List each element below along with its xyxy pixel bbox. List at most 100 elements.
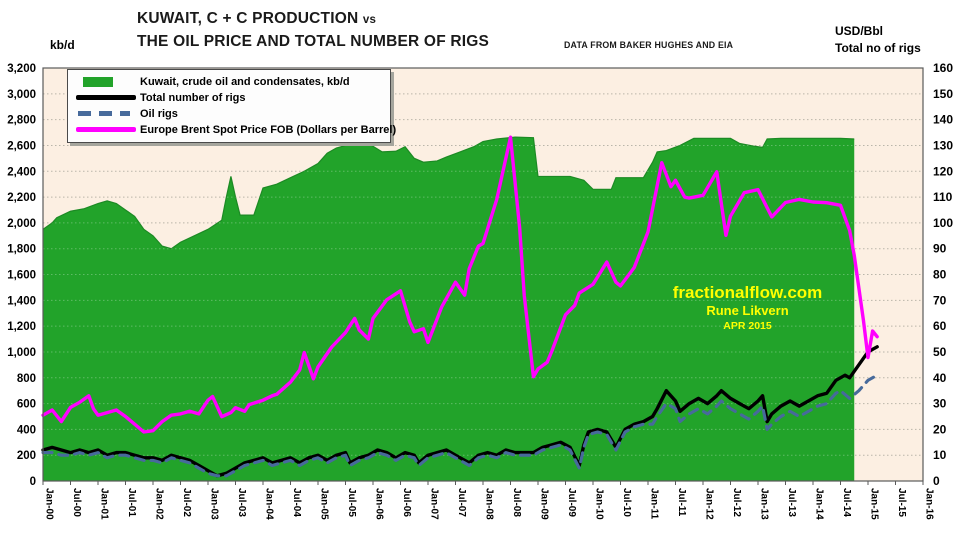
right-axis-tick-label: 60 xyxy=(933,319,947,333)
left-axis-tick-label: 800 xyxy=(17,373,36,385)
legend-item: Total number of rigs xyxy=(74,90,384,105)
legend-swatch xyxy=(74,127,140,132)
watermark-site: fractionalflow.com xyxy=(672,283,823,302)
left-axis-tick-label: 400 xyxy=(17,424,36,436)
x-axis-tick-label: Jul-02 xyxy=(181,488,192,517)
left-axis-tick-label: 2,200 xyxy=(7,192,36,204)
legend-item: Oil rigs xyxy=(74,106,384,121)
x-axis-tick-label: Jan-03 xyxy=(209,488,220,520)
x-axis-tick-label: Jan-04 xyxy=(264,488,275,520)
right-axis-tick-label: 150 xyxy=(933,87,953,101)
x-axis-tick-label: Jul-11 xyxy=(676,488,687,517)
x-axis-tick-label: Jan-05 xyxy=(319,488,330,520)
x-axis-tick-label: Jan-00 xyxy=(44,488,55,520)
right-axis-tick-label: 80 xyxy=(933,268,947,282)
right-axis-tick-label: 20 xyxy=(933,422,947,436)
title-line-2: THE OIL PRICE AND TOTAL NUMBER OF RIGS xyxy=(137,33,490,50)
legend-swatch xyxy=(74,76,140,87)
legend: Kuwait, crude oil and condensates, kb/d T… xyxy=(67,69,396,143)
gridlines-over-area xyxy=(43,144,855,456)
x-axis-tick-label: Jul-00 xyxy=(71,488,82,517)
legend-item: Europe Brent Spot Price FOB (Dollars per… xyxy=(74,122,396,137)
legend-swatch xyxy=(74,95,140,100)
right-axis-tick-label: 110 xyxy=(933,190,953,204)
x-axis-tick-label: Jan-13 xyxy=(759,488,770,520)
oil-rigs-line xyxy=(41,373,879,478)
x-axis-tick-label: Jul-05 xyxy=(346,488,357,517)
x-axis-tick-label: Jul-15 xyxy=(896,488,907,517)
left-axis-tick-label: 1,400 xyxy=(7,295,36,307)
source-note: DATA FROM BAKER HUGHES AND EIA xyxy=(564,40,734,50)
x-axis-ticks: Jan-00 Jul-00 Jan-01 Jul-01 Jan-02 Jul-02 Jan-… xyxy=(42,481,935,520)
x-axis-tick-label: Jul-10 xyxy=(621,488,632,517)
title-line1-text: KUWAIT, C + C PRODUCTION xyxy=(137,10,359,27)
right-axis-unit: USD/Bbl Total no of rigs xyxy=(835,23,921,57)
x-axis-tick-label: Jan-09 xyxy=(539,488,550,520)
x-axis-tick-label: Jan-10 xyxy=(594,488,605,520)
left-axis-tick-label: 3,200 xyxy=(7,63,36,75)
x-axis-tick-label: Jul-09 xyxy=(566,488,577,517)
x-axis-tick-label: Jul-08 xyxy=(511,488,522,517)
watermark: fractionalflow.com Rune Likvern APR 2015 xyxy=(650,282,845,333)
left-axis-tick-label: 200 xyxy=(17,450,36,462)
x-axis-tick-label: Jan-15 xyxy=(869,488,880,520)
right-axis-ticks: 0 10 20 30 40 50 60 70 80 90 100 110 120 130 140 150 160 xyxy=(933,61,953,488)
left-axis-tick-label: 2,000 xyxy=(7,218,36,230)
x-axis-tick-label: Jan-14 xyxy=(814,488,825,520)
left-axis-tick-label: 2,800 xyxy=(7,115,36,127)
legend-item: Kuwait, crude oil and condensates, kb/d xyxy=(74,74,384,89)
chart-title: KUWAIT, C + C PRODUCTION vs THE OIL PRIC… xyxy=(137,8,489,53)
left-axis-tick-label: 600 xyxy=(17,399,36,411)
left-axis-tick-label: 1,800 xyxy=(7,244,36,256)
x-axis-tick-label: Jan-01 xyxy=(99,488,110,520)
left-axis-ticks: 0 200 400 600 800 1,000 1,200 1,400 1,600 1,800 2,… xyxy=(7,63,36,488)
left-axis-tick-label: 3,000 xyxy=(7,89,36,101)
watermark-author: Rune Likvern xyxy=(706,303,789,319)
x-axis-tick-label: Jul-01 xyxy=(126,488,137,517)
right-axis-tick-label: 70 xyxy=(933,293,947,307)
total-rigs-line xyxy=(41,345,879,478)
legend-label: Kuwait, crude oil and condensates, kb/d xyxy=(140,75,350,88)
production-area-edge xyxy=(42,136,855,250)
left-axis-tick-label: 1,000 xyxy=(7,347,36,359)
x-axis-tick-label: Jul-03 xyxy=(236,488,247,517)
x-axis-tick-label: Jan-12 xyxy=(704,488,715,520)
right-axis-tick-label: 100 xyxy=(933,216,953,230)
legend-label: Oil rigs xyxy=(140,107,178,120)
right-axis-tick-label: 50 xyxy=(933,345,947,359)
x-axis-tick-label: Jan-16 xyxy=(924,488,935,520)
brent-price-line xyxy=(41,135,879,434)
x-axis-tick-label: Jul-06 xyxy=(401,488,412,517)
right-axis-tick-label: 90 xyxy=(933,242,947,256)
x-axis-tick-label: Jan-06 xyxy=(374,488,385,520)
left-axis-unit: kb/d xyxy=(50,38,75,52)
left-axis-tick-label: 1,600 xyxy=(7,270,36,282)
right-axis-tick-label: 160 xyxy=(933,61,953,75)
left-axis-tick-label: 0 xyxy=(30,476,36,488)
title-vs-text: vs xyxy=(362,14,377,26)
right-axis-unit-line1: USD/Bbl xyxy=(835,24,883,38)
right-axis-tick-label: 130 xyxy=(933,138,953,152)
x-axis-tick-label: Jan-11 xyxy=(649,488,660,520)
legend-label: Total number of rigs xyxy=(140,91,246,104)
left-axis-tick-label: 2,400 xyxy=(7,166,36,178)
x-axis-tick-label: Jul-12 xyxy=(731,488,742,517)
legend-label: Europe Brent Spot Price FOB (Dollars per… xyxy=(140,123,397,136)
watermark-date: APR 2015 xyxy=(723,319,772,332)
right-axis-tick-label: 140 xyxy=(933,113,953,127)
right-axis-tick-label: 120 xyxy=(933,164,953,178)
x-axis-tick-label: Jul-04 xyxy=(291,488,302,517)
right-axis-tick-label: 0 xyxy=(933,474,940,488)
x-axis-tick-label: Jan-08 xyxy=(484,488,495,520)
legend-swatch xyxy=(74,111,140,116)
x-axis-tick-label: Jul-14 xyxy=(841,488,852,517)
title-line-1: KUWAIT, C + C PRODUCTION vs xyxy=(137,8,489,31)
right-axis-tick-label: 30 xyxy=(933,397,947,411)
right-axis-unit-line2: Total no of rigs xyxy=(835,41,921,55)
left-axis-tick-label: 2,600 xyxy=(7,140,36,152)
right-axis-tick-label: 40 xyxy=(933,371,947,385)
right-axis-tick-label: 10 xyxy=(933,448,947,462)
x-axis-tick-label: Jul-07 xyxy=(456,488,467,517)
